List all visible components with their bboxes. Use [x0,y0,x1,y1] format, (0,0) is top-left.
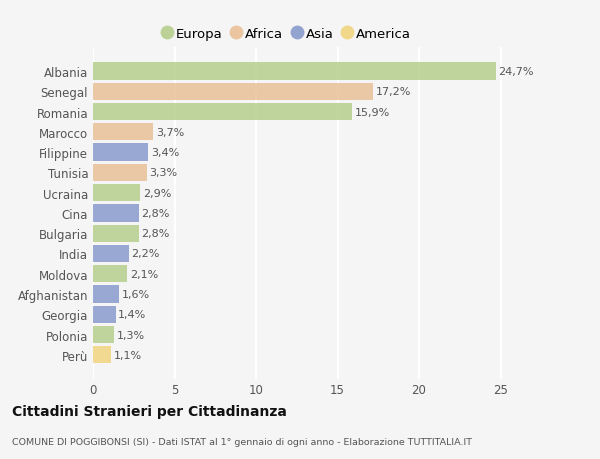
Bar [93,63,496,80]
Text: 3,3%: 3,3% [149,168,178,178]
Text: 2,1%: 2,1% [130,269,158,279]
Bar [93,144,148,162]
Bar [93,84,373,101]
Bar [93,265,127,283]
Text: 1,3%: 1,3% [116,330,145,340]
Bar [93,205,139,222]
Bar [93,124,154,141]
Bar [93,347,111,364]
Text: 2,9%: 2,9% [143,188,171,198]
Text: 3,4%: 3,4% [151,148,179,158]
Legend: Europa, Africa, Asia, America: Europa, Africa, Asia, America [161,25,413,44]
Bar [93,306,116,323]
Bar [93,286,119,303]
Bar [93,185,140,202]
Text: 3,7%: 3,7% [156,128,184,138]
Bar [93,245,129,263]
Text: 2,8%: 2,8% [141,208,169,218]
Text: 2,2%: 2,2% [131,249,160,259]
Bar [93,104,352,121]
Text: 15,9%: 15,9% [355,107,390,117]
Text: 17,2%: 17,2% [376,87,411,97]
Text: 1,6%: 1,6% [122,289,149,299]
Text: 2,8%: 2,8% [141,229,169,239]
Text: Cittadini Stranieri per Cittadinanza: Cittadini Stranieri per Cittadinanza [12,404,287,419]
Text: 1,4%: 1,4% [118,310,146,319]
Text: 24,7%: 24,7% [498,67,533,77]
Text: COMUNE DI POGGIBONSI (SI) - Dati ISTAT al 1° gennaio di ogni anno - Elaborazione: COMUNE DI POGGIBONSI (SI) - Dati ISTAT a… [12,437,472,446]
Bar [93,326,114,343]
Bar [93,164,147,182]
Text: 1,1%: 1,1% [113,350,142,360]
Bar [93,225,139,242]
